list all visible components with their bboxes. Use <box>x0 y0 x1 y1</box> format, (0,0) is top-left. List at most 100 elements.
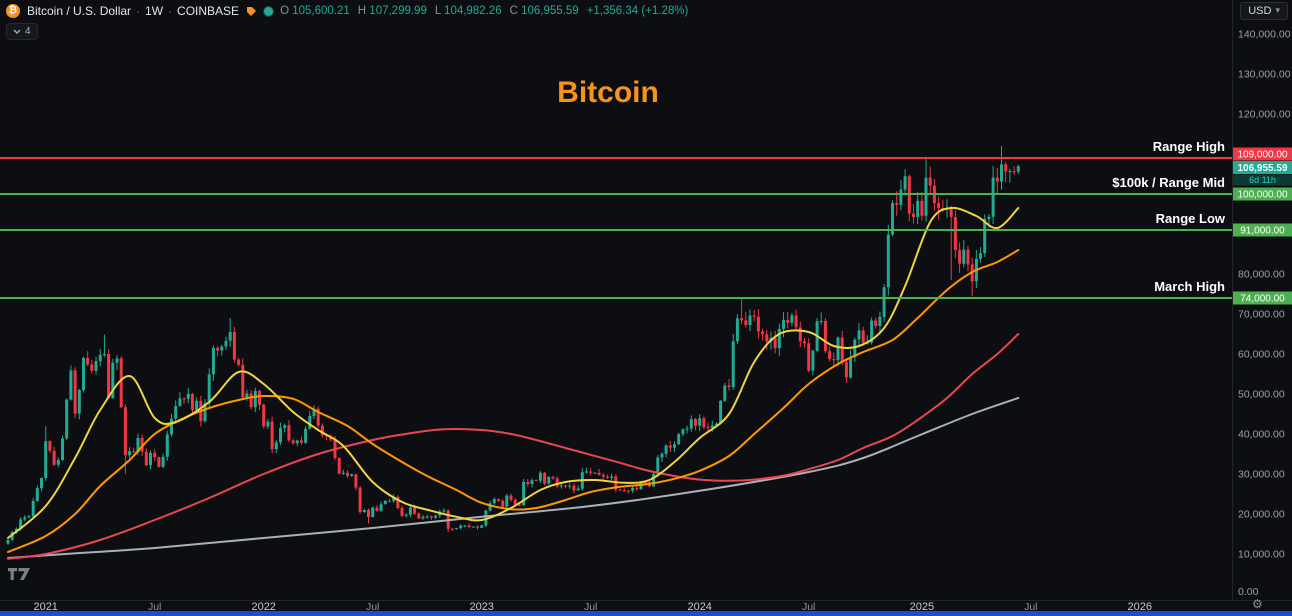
candle-body <box>308 416 312 429</box>
listing-badge-icon <box>246 6 257 17</box>
candle-body <box>211 348 215 375</box>
candle-body <box>157 457 161 467</box>
candle-body <box>886 234 890 288</box>
symbol-title[interactable]: Bitcoin / U.S. Dollar · 1W · COINBASE <box>27 4 239 18</box>
candle-body <box>823 321 827 352</box>
candle-body <box>287 425 291 441</box>
ma-yellow-line[interactable] <box>7 206 1020 539</box>
candle-body <box>773 337 777 349</box>
candle-body <box>685 428 689 430</box>
candle-body <box>962 249 966 264</box>
candle-body <box>551 477 555 479</box>
candle-body <box>61 438 64 460</box>
candle-body <box>819 321 823 322</box>
time-tick-label: 2025 <box>910 601 934 613</box>
candle-body <box>538 472 542 481</box>
candle-body <box>182 398 186 400</box>
candle-body <box>735 318 739 342</box>
symbol-name: Bitcoin / U.S. Dollar <box>27 4 132 18</box>
currency-dropdown[interactable]: USD ▾ <box>1240 2 1288 20</box>
candle-body <box>283 425 287 428</box>
candle-body <box>698 418 702 426</box>
candle-body <box>714 423 718 426</box>
candle-body <box>316 408 320 426</box>
candle-body <box>216 348 220 351</box>
candle-body <box>186 394 190 399</box>
candle-body <box>874 320 878 326</box>
separator-dot: · <box>136 4 141 18</box>
change-value: +1,356.34 (+1.28%) <box>586 5 689 17</box>
separator-dot: · <box>168 4 173 18</box>
candle-body <box>798 327 802 342</box>
candle-body <box>664 445 668 454</box>
candle-body <box>358 487 362 512</box>
level-axis-label <box>1233 291 1292 305</box>
candle-body <box>82 358 85 390</box>
candle-body <box>52 450 56 465</box>
price-tick-label: 130,000.00 <box>1238 69 1291 81</box>
candle-body <box>249 393 253 408</box>
candle-body <box>421 516 425 519</box>
price-tick-label: 30,000.00 <box>1238 469 1285 481</box>
tradingview-logo-icon[interactable] <box>8 568 30 587</box>
candle-body <box>434 515 438 518</box>
bitcoin-logo-icon: ₿ <box>6 4 20 18</box>
candle-body <box>174 406 178 419</box>
live-status-icon[interactable] <box>264 6 274 16</box>
candle-body <box>228 332 232 341</box>
candle-body <box>710 425 714 428</box>
ma-gray-line[interactable] <box>7 397 1020 559</box>
candle-body <box>476 526 479 528</box>
candle-body <box>56 460 60 465</box>
candle-body <box>178 398 182 406</box>
interval-label[interactable]: 1W <box>145 4 164 18</box>
candle-body <box>1016 166 1020 172</box>
level-label: $100k / Range Mid <box>1112 175 1225 190</box>
bar-countdown-label <box>1233 174 1292 186</box>
candle-body <box>761 331 765 335</box>
candle-body <box>320 425 324 436</box>
candle-body <box>299 440 303 443</box>
candle-body <box>727 385 731 388</box>
candle-body <box>597 472 601 475</box>
level-axis-label-text: 74,000.00 <box>1240 294 1285 305</box>
candle-body <box>694 419 697 426</box>
chart-title-watermark: Bitcoin <box>557 76 659 109</box>
price-axis[interactable] <box>1232 0 1292 600</box>
candle-body <box>752 315 756 317</box>
candle-body <box>497 499 500 501</box>
candle-body <box>958 250 962 264</box>
level-axis-label-text: 109,000.00 <box>1237 150 1287 161</box>
candle-body <box>337 458 341 474</box>
level-axis-label-text: 100,000.00 <box>1237 190 1287 201</box>
candle-body <box>115 358 119 363</box>
candle-body <box>966 249 970 265</box>
time-tick-label: Jul <box>148 601 161 613</box>
candle-body <box>606 476 609 478</box>
chevron-down-icon <box>13 29 21 34</box>
candle-body <box>379 504 383 511</box>
candle-body <box>354 474 358 488</box>
candle-body <box>270 421 274 450</box>
candle-body <box>450 528 454 530</box>
candle-body <box>920 200 924 216</box>
candle-body <box>522 482 526 506</box>
currency-label: USD <box>1248 5 1272 17</box>
candle-body <box>195 400 199 410</box>
ma-red-line[interactable] <box>7 333 1020 560</box>
candle-body <box>27 516 31 518</box>
price-tick-label: 120,000.00 <box>1238 109 1291 121</box>
candle-body <box>912 213 915 217</box>
time-tick-label: Jul <box>584 601 597 613</box>
candle-body <box>517 504 521 506</box>
candle-body <box>836 337 840 361</box>
candle-body <box>107 354 111 398</box>
level-label: March High <box>1154 279 1225 294</box>
candle-body <box>404 514 408 516</box>
candle-body <box>811 350 815 371</box>
gear-icon[interactable]: ⚙ <box>1252 597 1263 611</box>
candle-body <box>505 495 509 507</box>
candle-body <box>312 408 316 416</box>
object-tree-collapse-chip[interactable]: 4 <box>6 23 38 40</box>
